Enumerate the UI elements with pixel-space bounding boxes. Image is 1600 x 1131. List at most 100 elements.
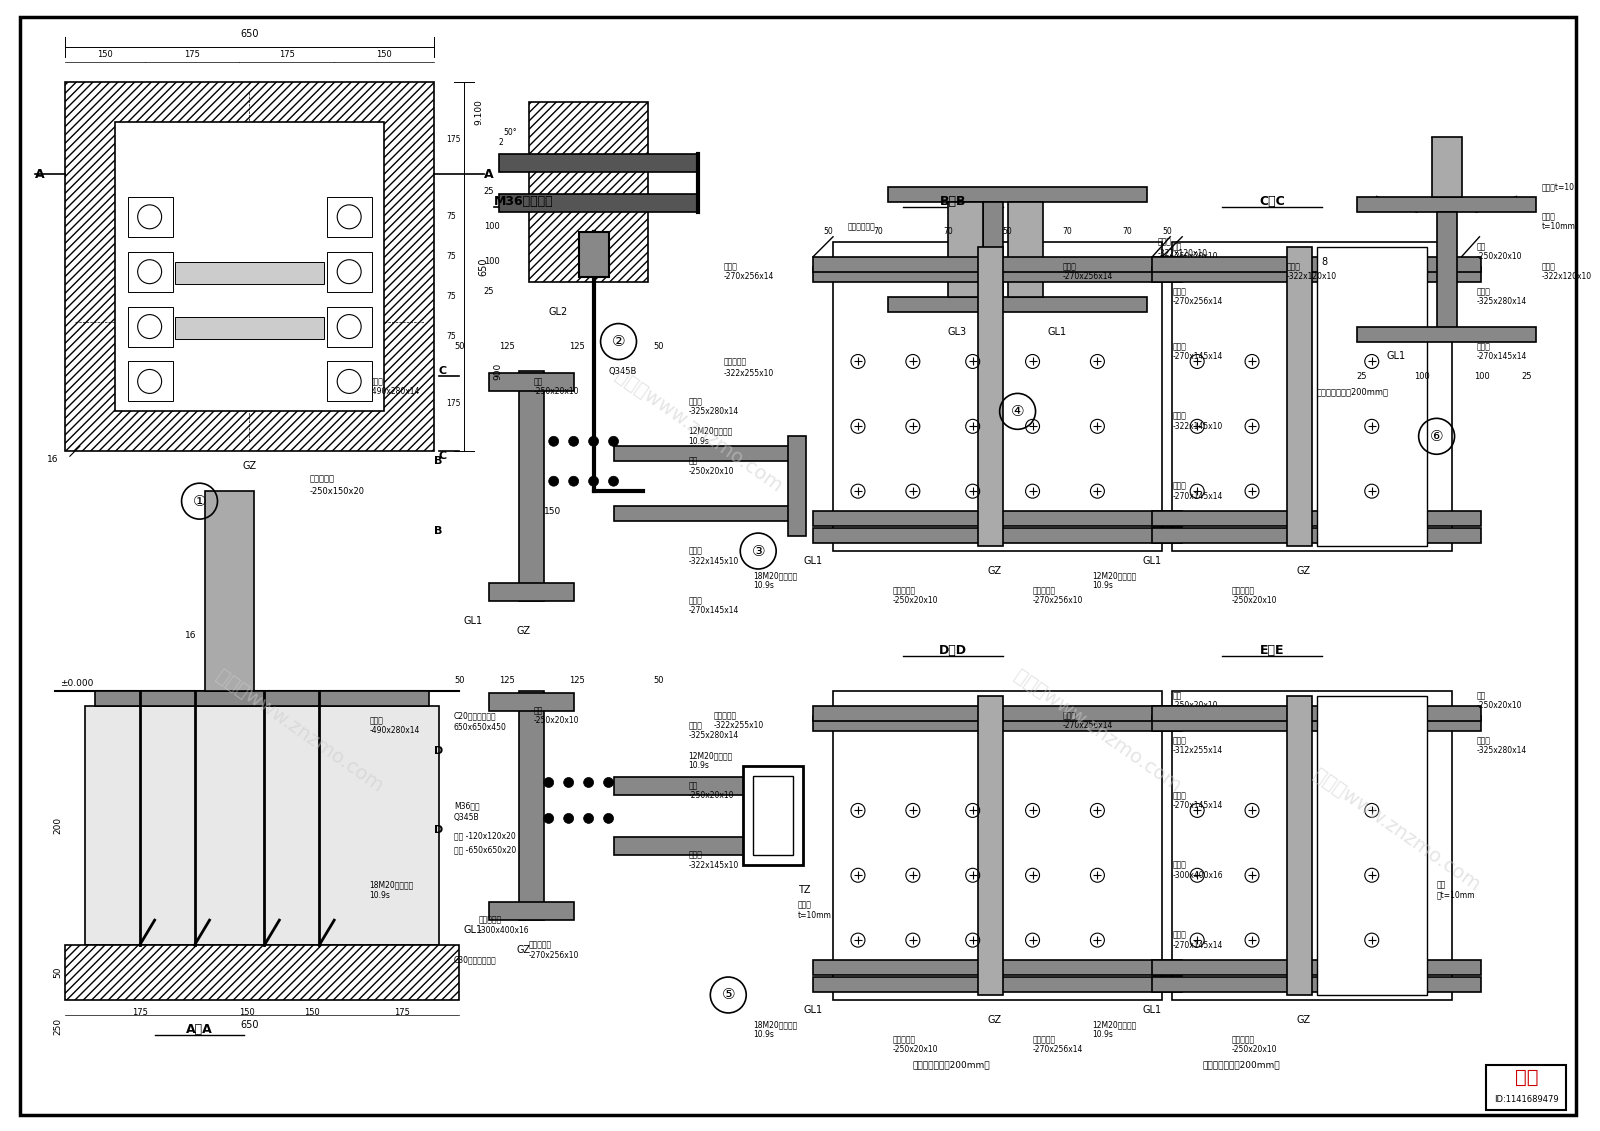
- Bar: [888, 296, 1147, 312]
- Text: 垫板: 垫板: [688, 457, 698, 466]
- Text: GL1: GL1: [1142, 556, 1162, 566]
- Text: ③: ③: [752, 544, 765, 559]
- Text: -250x150x20: -250x150x20: [309, 486, 365, 495]
- Text: -325x280x14: -325x280x14: [688, 731, 739, 740]
- Bar: [813, 716, 1182, 731]
- Text: -270x145x14: -270x145x14: [1173, 801, 1222, 810]
- Text: 25: 25: [483, 287, 494, 296]
- Text: 50: 50: [653, 676, 664, 685]
- Text: -300x400x16: -300x400x16: [478, 925, 530, 934]
- Text: 70: 70: [1123, 227, 1133, 236]
- Bar: [1152, 706, 1482, 720]
- Text: ②: ②: [611, 334, 626, 349]
- Text: 步板层: 步板层: [1173, 931, 1186, 940]
- Bar: [66, 946, 459, 1000]
- Text: 加劲肋: 加劲肋: [1173, 791, 1186, 800]
- Bar: [813, 977, 1182, 992]
- Text: 100: 100: [483, 257, 499, 266]
- Text: 西域承插部: 西域承插部: [309, 475, 334, 484]
- Text: t=10mm: t=10mm: [1541, 223, 1576, 232]
- Text: 50: 50: [822, 227, 834, 236]
- Text: -270x145x14: -270x145x14: [1173, 352, 1222, 361]
- Text: 250: 250: [53, 1018, 62, 1036]
- Bar: [888, 187, 1147, 201]
- Bar: [66, 83, 434, 451]
- Text: 150: 150: [304, 1009, 320, 1018]
- Text: 50: 50: [454, 342, 464, 351]
- Text: B－B: B－B: [939, 196, 966, 208]
- Bar: [94, 691, 429, 706]
- Text: 腹板连接板: 腹板连接板: [714, 711, 736, 720]
- Bar: [813, 706, 1182, 720]
- Text: 175: 175: [131, 1009, 147, 1018]
- Text: D－D: D－D: [939, 645, 966, 657]
- Text: B: B: [434, 526, 442, 536]
- Bar: [128, 307, 173, 346]
- Text: 8: 8: [1322, 257, 1328, 267]
- Text: 垫板: 垫板: [688, 782, 698, 789]
- Text: 50°: 50°: [504, 128, 517, 137]
- Text: 夹夹板: 夹夹板: [1477, 736, 1490, 745]
- Bar: [85, 706, 438, 946]
- Text: 10.9s: 10.9s: [754, 581, 774, 590]
- Text: 10.9s: 10.9s: [370, 891, 390, 900]
- Text: -250x20x10: -250x20x10: [534, 387, 579, 396]
- Text: 150: 150: [376, 50, 392, 59]
- Circle shape: [568, 437, 579, 447]
- Text: 50: 50: [653, 342, 664, 351]
- Text: 夹夹板: 夹夹板: [723, 262, 738, 271]
- Text: 内衬: 内衬: [1437, 881, 1446, 890]
- Text: 腹板连接板: 腹板连接板: [893, 1035, 917, 1044]
- Text: 70: 70: [942, 227, 952, 236]
- Bar: [613, 507, 803, 521]
- Text: 垫板: 垫板: [534, 377, 542, 386]
- Text: GZ: GZ: [242, 461, 256, 472]
- Bar: [1152, 257, 1482, 271]
- Text: ④: ④: [1011, 404, 1024, 418]
- Bar: [579, 232, 608, 277]
- Bar: [1437, 211, 1456, 331]
- Text: Q345B: Q345B: [454, 813, 480, 822]
- Text: 夹夹板: 夹夹板: [1173, 736, 1186, 745]
- Text: 10.9s: 10.9s: [754, 1030, 774, 1039]
- Text: 9.100: 9.100: [474, 100, 483, 126]
- Text: C: C: [438, 366, 446, 377]
- Text: 18M20高强螺栓: 18M20高强螺栓: [754, 571, 797, 580]
- Text: 夹夹板: 夹夹板: [688, 722, 702, 731]
- Bar: [490, 903, 574, 921]
- Text: 16: 16: [184, 631, 197, 640]
- Text: 125: 125: [568, 342, 584, 351]
- Text: 150: 150: [238, 1009, 254, 1018]
- Bar: [1173, 242, 1451, 551]
- Bar: [1357, 197, 1536, 211]
- Text: -300x400x16: -300x400x16: [1173, 871, 1222, 880]
- Text: t=10mm: t=10mm: [798, 910, 832, 920]
- Circle shape: [584, 813, 594, 823]
- Bar: [328, 252, 373, 292]
- Text: ID:1141689479: ID:1141689479: [1494, 1095, 1558, 1104]
- Bar: [490, 582, 574, 601]
- Text: E: E: [789, 826, 795, 836]
- Text: 175: 175: [278, 50, 294, 59]
- Text: -322x255x10: -322x255x10: [714, 722, 763, 731]
- Text: 加劲肋: 加劲肋: [688, 546, 702, 555]
- Text: 加劲肋: 加劲肋: [1157, 238, 1171, 247]
- Text: 垫板: 垫板: [1173, 691, 1181, 700]
- Text: 夹夹板: 夹夹板: [370, 377, 382, 386]
- Text: GL1: GL1: [803, 1005, 822, 1015]
- Text: ±0.000: ±0.000: [59, 680, 93, 689]
- Text: A: A: [485, 167, 494, 181]
- Bar: [174, 317, 325, 338]
- Text: 50: 50: [1003, 227, 1013, 236]
- Text: 步板层: 步板层: [688, 596, 702, 605]
- Bar: [813, 267, 1182, 282]
- Text: A: A: [35, 167, 45, 181]
- Text: 夹夹板: 夹夹板: [1062, 262, 1077, 271]
- Text: -312x255x14: -312x255x14: [1173, 746, 1222, 756]
- Bar: [1152, 528, 1482, 543]
- Bar: [1317, 247, 1427, 546]
- Text: 腹板连接板: 腹板连接板: [478, 916, 502, 925]
- Text: 知末网www.znzmo.com: 知末网www.znzmo.com: [1010, 666, 1184, 795]
- Bar: [115, 122, 384, 412]
- Bar: [128, 362, 173, 402]
